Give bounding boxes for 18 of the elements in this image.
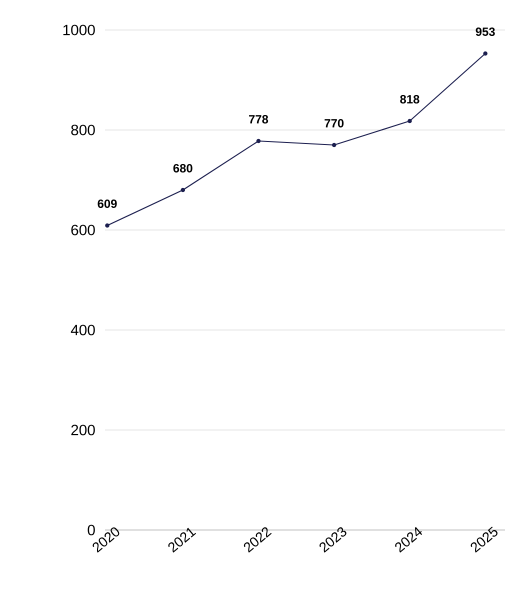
point bbox=[180, 188, 186, 192]
data-label: 770 bbox=[324, 119, 344, 128]
data-label: 818 bbox=[400, 95, 420, 104]
y-tick-label: 800 bbox=[71, 124, 95, 136]
point bbox=[483, 51, 488, 56]
data-label: 953 bbox=[476, 27, 495, 36]
data-label: 680 bbox=[173, 164, 192, 172]
data-label: 778 bbox=[249, 115, 268, 124]
y-tick-label: 600 bbox=[71, 224, 95, 236]
data-label: 609 bbox=[98, 200, 117, 208]
point bbox=[332, 142, 336, 148]
y-tick-label: 1000 bbox=[63, 24, 95, 36]
y-tick-label: 400 bbox=[70, 324, 95, 336]
point bbox=[256, 138, 261, 144]
y-tick-label: 200 bbox=[71, 424, 95, 436]
point bbox=[408, 118, 412, 124]
point bbox=[105, 223, 110, 228]
y-tick-label: 0 bbox=[88, 524, 95, 536]
